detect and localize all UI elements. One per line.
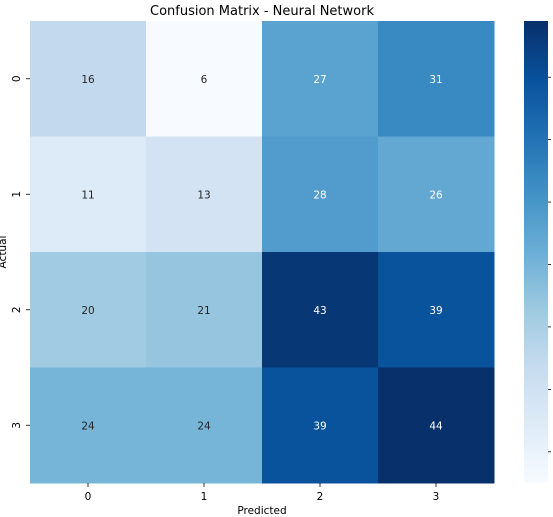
cell-value-1-0: 11 — [81, 189, 94, 201]
y-tick-label-0: 0 — [11, 75, 23, 82]
heatmap-cell-0-2 — [262, 21, 379, 137]
y-tick-label-2: 2 — [11, 306, 23, 313]
x-tick-label-1: 1 — [201, 491, 208, 503]
cell-value-3-1: 24 — [197, 420, 211, 432]
x-tick-label-2: 2 — [317, 491, 324, 503]
heatmap-cell-1-3 — [378, 136, 495, 253]
colorbar — [524, 21, 548, 483]
heatmap-cell-0-1 — [146, 21, 263, 137]
cell-value-0-0: 16 — [81, 74, 95, 86]
heatmap-cell-1-0 — [30, 136, 147, 253]
cell-value-0-2: 27 — [313, 74, 326, 86]
cell-value-3-3: 44 — [429, 420, 443, 432]
cell-value-3-0: 24 — [81, 420, 95, 432]
colorbar-ticks — [548, 76, 551, 453]
y-axis-ticks: 0 1 2 3 — [11, 75, 30, 429]
cell-value-1-2: 28 — [313, 189, 326, 201]
heatmap-cell-2-0 — [30, 252, 147, 368]
cell-value-2-1: 21 — [197, 305, 210, 317]
heatmap-cell-1-2 — [262, 136, 379, 253]
y-axis-label: Actual — [0, 236, 9, 269]
cell-value-labels: 16 6 27 31 11 13 28 26 20 21 43 39 24 24 39 44 — [81, 74, 443, 433]
heatmap-cell-2-3 — [378, 252, 495, 368]
heatmap-cell-2-2 — [262, 252, 379, 368]
cell-value-0-3: 31 — [429, 74, 442, 86]
cell-value-0-1: 6 — [201, 74, 208, 86]
heatmap-cell-2-1 — [146, 252, 263, 368]
y-tick-label-1: 1 — [11, 191, 23, 198]
cell-value-2-2: 43 — [313, 305, 326, 317]
heatmap-cell-1-1 — [146, 136, 263, 253]
y-tick-label-3: 3 — [11, 422, 23, 429]
cell-value-2-0: 20 — [81, 305, 94, 317]
heatmap-cell-0-0 — [30, 21, 147, 137]
cell-value-2-3: 39 — [429, 305, 442, 317]
x-axis-ticks: 0 1 2 3 — [85, 483, 440, 503]
cell-value-3-2: 39 — [313, 420, 326, 432]
x-axis-label: Predicted — [237, 505, 286, 517]
heatmap-cell-3-0 — [30, 367, 147, 484]
cell-value-1-3: 26 — [429, 189, 443, 201]
heatmap-cell-3-3 — [378, 367, 495, 484]
heatmap-cells — [30, 21, 495, 484]
cell-value-1-1: 13 — [197, 189, 210, 201]
heatmap-cell-3-1 — [146, 367, 263, 484]
heatmap-cell-0-3 — [378, 21, 495, 137]
chart-title: Confusion Matrix - Neural Network — [150, 4, 374, 19]
heatmap-cell-3-2 — [262, 367, 379, 484]
x-tick-label-3: 3 — [433, 491, 440, 503]
x-tick-label-0: 0 — [85, 491, 92, 503]
